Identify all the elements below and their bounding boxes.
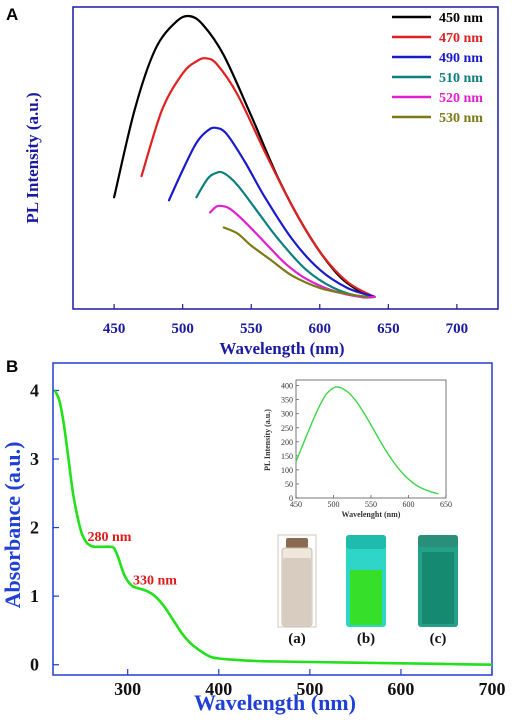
panel-b-x-tick-label: 600 bbox=[387, 679, 414, 699]
inset-x-tick-label: 600 bbox=[403, 500, 415, 509]
inset-pl-line bbox=[295, 386, 439, 495]
panel-a-series-line bbox=[222, 226, 369, 298]
vial-liquid bbox=[283, 558, 311, 625]
inset-x-ticks: 450 500 550 600 650 bbox=[290, 495, 452, 509]
panel-a-legend: 450 nm 470 nm 490 nm 510 nm 520 nm 530 nm bbox=[392, 11, 483, 126]
vials-photo: (a) (b) (c) bbox=[277, 534, 458, 647]
inset-x-axis-label: Wavelenght (nm) bbox=[342, 510, 401, 519]
vial-cap bbox=[286, 538, 308, 548]
panel-a-x-ticks: 450 500 550 600 650 700 bbox=[103, 304, 468, 337]
panel-a-plot-frame bbox=[72, 6, 499, 310]
vial-b: (b) bbox=[346, 535, 386, 647]
inset-y-tick-label: 200 bbox=[281, 438, 293, 447]
panel-a-series-line bbox=[167, 126, 376, 298]
panel-b-y-tick-label: 2 bbox=[30, 518, 39, 538]
vial-cap bbox=[418, 535, 458, 547]
inset-y-tick-label: 400 bbox=[281, 382, 293, 391]
panel-b-y-tick-label: 4 bbox=[30, 380, 39, 400]
inset-x-tick-label: 550 bbox=[365, 500, 377, 509]
inset-x-tick-label: 450 bbox=[290, 500, 302, 509]
panel-a-x-tick-label: 550 bbox=[240, 321, 263, 337]
panel-b-peak-annotation: 280 nm bbox=[87, 530, 131, 545]
inset-y-tick-label: 250 bbox=[281, 424, 293, 433]
panel-b-curve bbox=[53, 389, 493, 666]
panel-a-legend-label: 510 nm bbox=[439, 71, 483, 86]
panel-b-peak-annotation: 330 nm bbox=[133, 574, 177, 589]
inset-y-tick-label: 150 bbox=[281, 452, 293, 461]
panel-a-x-tick-label: 600 bbox=[309, 321, 332, 337]
vial-label: (a) bbox=[288, 631, 306, 647]
inset-y-ticks: 0 50 100 150 200 250 300 350 400 bbox=[281, 382, 299, 503]
panel-b-y-tick-label: 1 bbox=[30, 586, 39, 606]
vial-cap bbox=[346, 535, 386, 549]
panel-b-x-tick-label: 500 bbox=[296, 679, 323, 699]
vial-liquid bbox=[350, 570, 382, 625]
panel-a-letter: A bbox=[6, 5, 18, 24]
panel-a-series-line bbox=[113, 14, 376, 298]
panel-b-absorbance-line bbox=[53, 389, 493, 666]
panel-b-x-ticks: 300 400 500 600 700 bbox=[114, 669, 506, 699]
vial-liquid bbox=[422, 552, 454, 624]
panel-a-x-tick-label: 500 bbox=[171, 321, 194, 337]
inset-chart: 450 500 550 600 650 0 50 100 150 200 250 300 350 400… bbox=[263, 379, 452, 519]
panel-a-series-line bbox=[195, 170, 376, 299]
panel-a-legend-label: 520 nm bbox=[439, 91, 483, 106]
inset-y-tick-label: 350 bbox=[281, 396, 293, 405]
panel-b-annotations: 280 nm 330 nm bbox=[87, 530, 177, 589]
panel-a-x-tick-label: 700 bbox=[446, 321, 469, 337]
vial-label: (b) bbox=[357, 631, 375, 647]
panel-a-x-tick-label: 650 bbox=[377, 321, 400, 337]
inset-x-tick-label: 500 bbox=[328, 500, 340, 509]
inset-y-tick-label: 100 bbox=[281, 466, 293, 475]
inset-y-tick-label: 0 bbox=[289, 494, 293, 503]
panel-a-x-axis-label: Wavelength (nm) bbox=[219, 339, 344, 358]
panel-b-x-tick-label: 300 bbox=[114, 679, 141, 699]
panel-b-y-tick-label: 3 bbox=[30, 449, 39, 469]
panel-b-x-axis-label: Wavelength (nm) bbox=[194, 690, 356, 715]
panel-a-x-tick-label: 450 bbox=[103, 321, 126, 337]
inset-y-tick-label: 50 bbox=[285, 480, 293, 489]
inset-plot-frame bbox=[295, 379, 447, 499]
vial-label: (c) bbox=[430, 631, 447, 647]
panel-b-plot-frame bbox=[52, 362, 493, 676]
panel-a-curves bbox=[113, 14, 376, 299]
panel-a-legend-label: 450 nm bbox=[439, 11, 483, 26]
panel-a-legend-label: 530 nm bbox=[439, 111, 483, 126]
panel-b-x-tick-label: 400 bbox=[205, 679, 232, 699]
panel-a-legend-label: 490 nm bbox=[439, 51, 483, 66]
panel-b-letter: B bbox=[6, 357, 18, 376]
panel-b-y-ticks: 0 1 2 3 4 bbox=[30, 380, 59, 675]
vial-c: (c) bbox=[418, 535, 458, 647]
inset-x-tick-label: 650 bbox=[440, 500, 452, 509]
panel-b-x-tick-label: 700 bbox=[479, 679, 506, 699]
panel-a-y-axis-label: PL Intensity (a.u.) bbox=[23, 92, 42, 223]
panel-a: A 450 500 550 600 650 700 450 nm 470 nm 490 nm 5… bbox=[6, 5, 499, 358]
vial-a: (a) bbox=[277, 534, 317, 647]
panel-a-series-line bbox=[140, 57, 376, 298]
inset-y-tick-label: 300 bbox=[281, 410, 293, 419]
inset-y-axis-label: PL Intensity (a.u.) bbox=[263, 409, 272, 471]
panel-a-legend-label: 470 nm bbox=[439, 31, 483, 46]
panel-b-y-tick-label: 0 bbox=[30, 655, 39, 675]
inset-curve bbox=[295, 386, 439, 495]
panel-b-y-axis-label: Absorbance (a.u.) bbox=[0, 442, 25, 609]
